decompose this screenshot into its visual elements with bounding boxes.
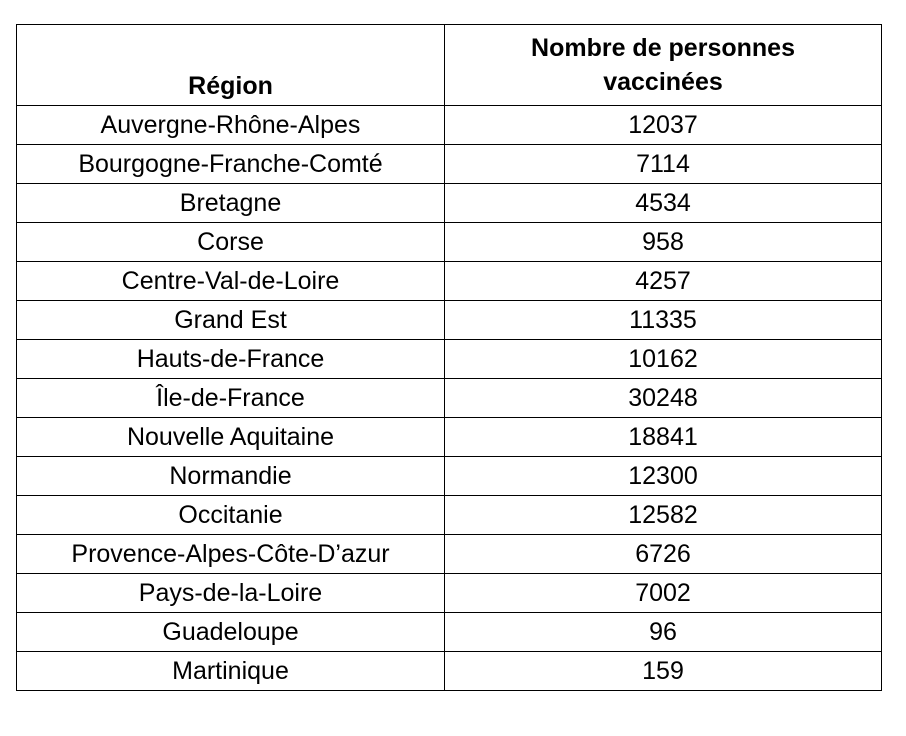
region-cell: Pays-de-la-Loire <box>16 573 445 613</box>
count-cell: 12037 <box>444 105 882 145</box>
table-row: Occitanie 12582 <box>16 495 882 535</box>
region-cell: Nouvelle Aquitaine <box>16 417 445 457</box>
count-cell: 30248 <box>444 378 882 418</box>
count-header-line-2: vaccinées <box>603 68 723 96</box>
table-row: Pays-de-la-Loire 7002 <box>16 573 882 613</box>
count-cell: 10162 <box>444 339 882 379</box>
region-cell: Auvergne-Rhône-Alpes <box>16 105 445 145</box>
region-cell: Bourgogne-Franche-Comté <box>16 144 445 184</box>
region-cell: Grand Est <box>16 300 445 340</box>
table-row: Normandie 12300 <box>16 456 882 496</box>
count-cell: 7114 <box>444 144 882 184</box>
count-cell: 6726 <box>444 534 882 574</box>
region-cell: Normandie <box>16 456 445 496</box>
table-row: Provence-Alpes-Côte-D’azur 6726 <box>16 534 882 574</box>
count-column-header: Nombre de personnes vaccinées <box>444 24 882 106</box>
region-cell: Île-de-France <box>16 378 445 418</box>
table-row: Centre-Val-de-Loire 4257 <box>16 261 882 301</box>
table-row: Bourgogne-Franche-Comté 7114 <box>16 144 882 184</box>
region-cell: Occitanie <box>16 495 445 535</box>
region-column-header: Région <box>16 24 445 106</box>
region-cell: Corse <box>16 222 445 262</box>
region-cell: Centre-Val-de-Loire <box>16 261 445 301</box>
count-cell: 12582 <box>444 495 882 535</box>
region-cell: Martinique <box>16 651 445 691</box>
count-cell: 12300 <box>444 456 882 496</box>
table-row: Bretagne 4534 <box>16 183 882 223</box>
table-row: Auvergne-Rhône-Alpes 12037 <box>16 105 882 145</box>
table-row: Guadeloupe 96 <box>16 612 882 652</box>
region-cell: Guadeloupe <box>16 612 445 652</box>
table-row: Nouvelle Aquitaine 18841 <box>16 417 882 457</box>
header-row: Région Nombre de personnes vaccinées <box>16 24 882 106</box>
table-row: Grand Est 11335 <box>16 300 882 340</box>
region-cell: Bretagne <box>16 183 445 223</box>
count-cell: 159 <box>444 651 882 691</box>
count-cell: 11335 <box>444 300 882 340</box>
count-cell: 958 <box>444 222 882 262</box>
vaccination-table: Région Nombre de personnes vaccinées Auv… <box>16 24 882 691</box>
vaccination-table-container: Région Nombre de personnes vaccinées Auv… <box>16 24 882 691</box>
count-cell: 4534 <box>444 183 882 223</box>
table-row: Martinique 159 <box>16 651 882 691</box>
table-row: Corse 958 <box>16 222 882 262</box>
table-row: Hauts-de-France 10162 <box>16 339 882 379</box>
count-cell: 96 <box>444 612 882 652</box>
table-row: Île-de-France 30248 <box>16 378 882 418</box>
count-cell: 7002 <box>444 573 882 613</box>
region-cell: Provence-Alpes-Côte-D’azur <box>16 534 445 574</box>
count-header-line-1: Nombre de personnes <box>531 34 795 62</box>
region-cell: Hauts-de-France <box>16 339 445 379</box>
count-cell: 18841 <box>444 417 882 457</box>
count-cell: 4257 <box>444 261 882 301</box>
